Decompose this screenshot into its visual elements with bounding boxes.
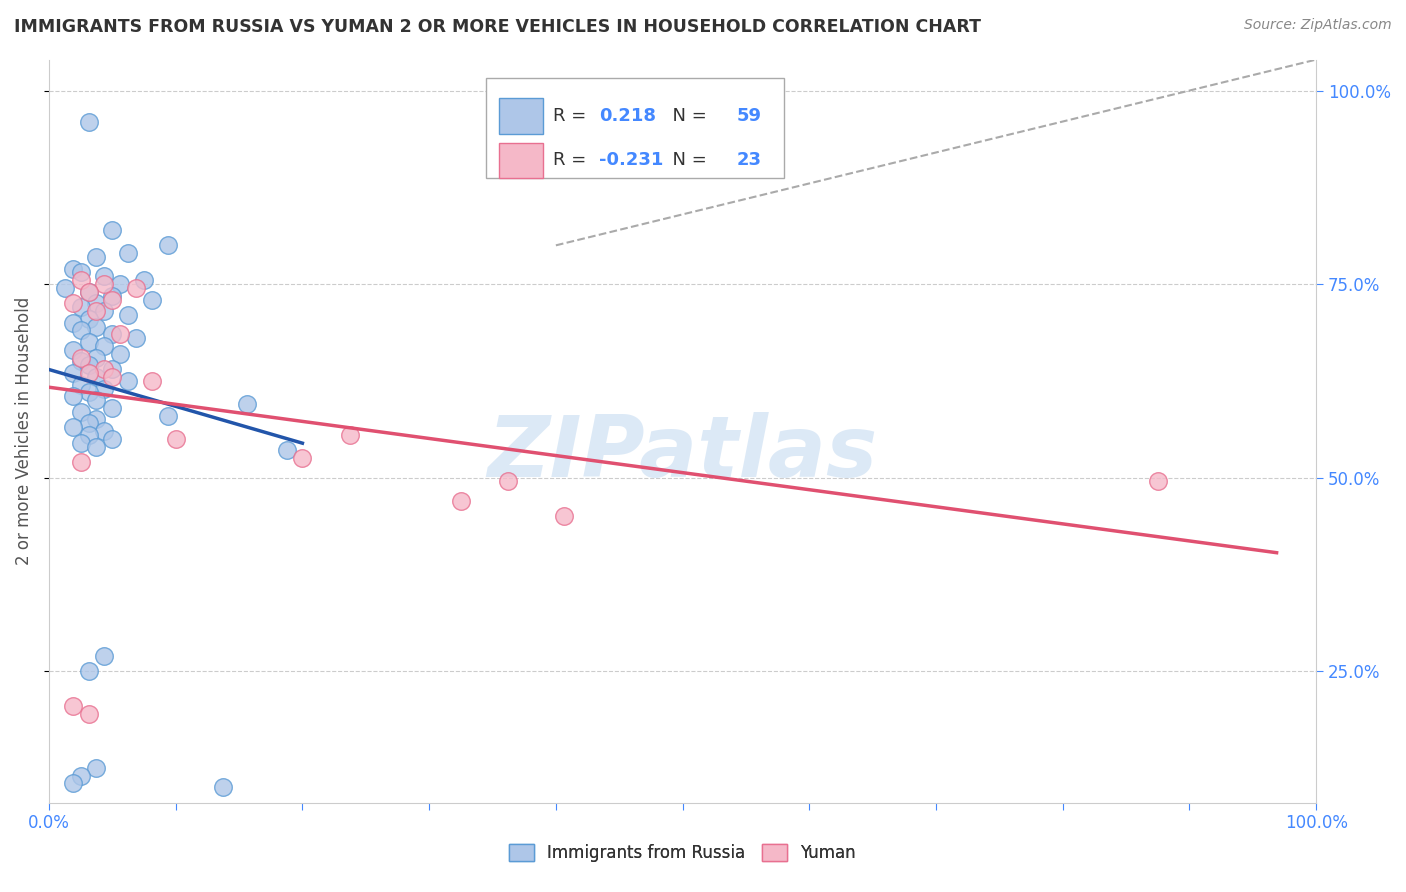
Point: [93, 339, 115, 353]
FancyBboxPatch shape: [499, 98, 543, 134]
Point: [69, 455, 91, 469]
Point: [86, 319, 108, 334]
Point: [101, 327, 124, 342]
Point: [117, 374, 139, 388]
Point: [101, 432, 124, 446]
FancyBboxPatch shape: [499, 143, 543, 178]
Point: [276, 443, 298, 458]
Point: [69, 377, 91, 392]
Point: [553, 509, 575, 524]
Point: [77, 664, 100, 678]
Point: [69, 354, 91, 368]
Point: [69, 768, 91, 782]
Point: [110, 277, 132, 291]
Point: [101, 370, 124, 384]
Point: [69, 273, 91, 287]
Point: [132, 273, 155, 287]
Point: [101, 401, 124, 415]
Y-axis label: 2 or more Vehicles in Household: 2 or more Vehicles in Household: [15, 297, 32, 566]
Point: [77, 385, 100, 400]
Point: [62, 296, 84, 310]
Point: [498, 475, 520, 489]
Text: N =: N =: [661, 152, 713, 169]
Point: [93, 277, 115, 291]
Point: [77, 706, 100, 721]
Point: [125, 281, 148, 295]
Point: [77, 311, 100, 326]
Text: IMMIGRANTS FROM RUSSIA VS YUMAN 2 OR MORE VEHICLES IN HOUSEHOLD CORRELATION CHAR: IMMIGRANTS FROM RUSSIA VS YUMAN 2 OR MOR…: [14, 18, 981, 36]
Point: [93, 424, 115, 438]
Point: [62, 420, 84, 434]
Point: [93, 382, 115, 396]
Point: [236, 397, 259, 411]
Point: [86, 296, 108, 310]
Point: [156, 409, 179, 423]
Point: [77, 335, 100, 350]
Text: R =: R =: [554, 107, 592, 125]
Point: [212, 780, 235, 794]
Point: [62, 366, 84, 380]
Point: [62, 776, 84, 790]
Point: [62, 261, 84, 276]
Point: [101, 288, 124, 302]
Point: [77, 359, 100, 373]
Point: [141, 293, 163, 307]
Point: [62, 343, 84, 357]
Point: [69, 265, 91, 279]
Point: [165, 432, 187, 446]
Text: 23: 23: [737, 152, 762, 169]
Point: [86, 440, 108, 454]
Point: [291, 451, 314, 466]
Point: [110, 347, 132, 361]
Point: [77, 114, 100, 128]
Point: [110, 327, 132, 342]
Text: -0.231: -0.231: [599, 152, 664, 169]
Text: R =: R =: [554, 152, 592, 169]
Text: Source: ZipAtlas.com: Source: ZipAtlas.com: [1244, 18, 1392, 32]
Point: [86, 304, 108, 318]
Point: [101, 362, 124, 376]
Point: [77, 285, 100, 299]
Point: [1146, 475, 1168, 489]
Point: [86, 761, 108, 775]
Point: [53, 281, 76, 295]
Point: [101, 293, 124, 307]
Point: [86, 351, 108, 365]
Point: [93, 648, 115, 663]
Point: [62, 316, 84, 330]
Point: [93, 362, 115, 376]
Point: [156, 238, 179, 252]
Point: [93, 269, 115, 284]
Point: [141, 374, 163, 388]
Point: [86, 250, 108, 264]
Point: [117, 308, 139, 322]
Text: 59: 59: [737, 107, 762, 125]
Point: [62, 698, 84, 713]
Point: [86, 412, 108, 426]
Point: [93, 304, 115, 318]
Text: 0.218: 0.218: [599, 107, 657, 125]
FancyBboxPatch shape: [486, 78, 785, 178]
Point: [125, 331, 148, 345]
Point: [450, 493, 472, 508]
Point: [69, 300, 91, 314]
Point: [339, 428, 361, 442]
Point: [69, 405, 91, 419]
Point: [77, 417, 100, 431]
Point: [69, 323, 91, 337]
Point: [77, 285, 100, 299]
Point: [69, 351, 91, 365]
Point: [77, 428, 100, 442]
Point: [69, 435, 91, 450]
Point: [101, 223, 124, 237]
Legend: Immigrants from Russia, Yuman: Immigrants from Russia, Yuman: [502, 837, 863, 869]
Point: [62, 389, 84, 403]
Point: [117, 246, 139, 260]
Point: [77, 366, 100, 380]
Text: ZIPatlas: ZIPatlas: [488, 412, 877, 495]
Point: [86, 393, 108, 408]
Point: [86, 370, 108, 384]
Text: N =: N =: [661, 107, 713, 125]
